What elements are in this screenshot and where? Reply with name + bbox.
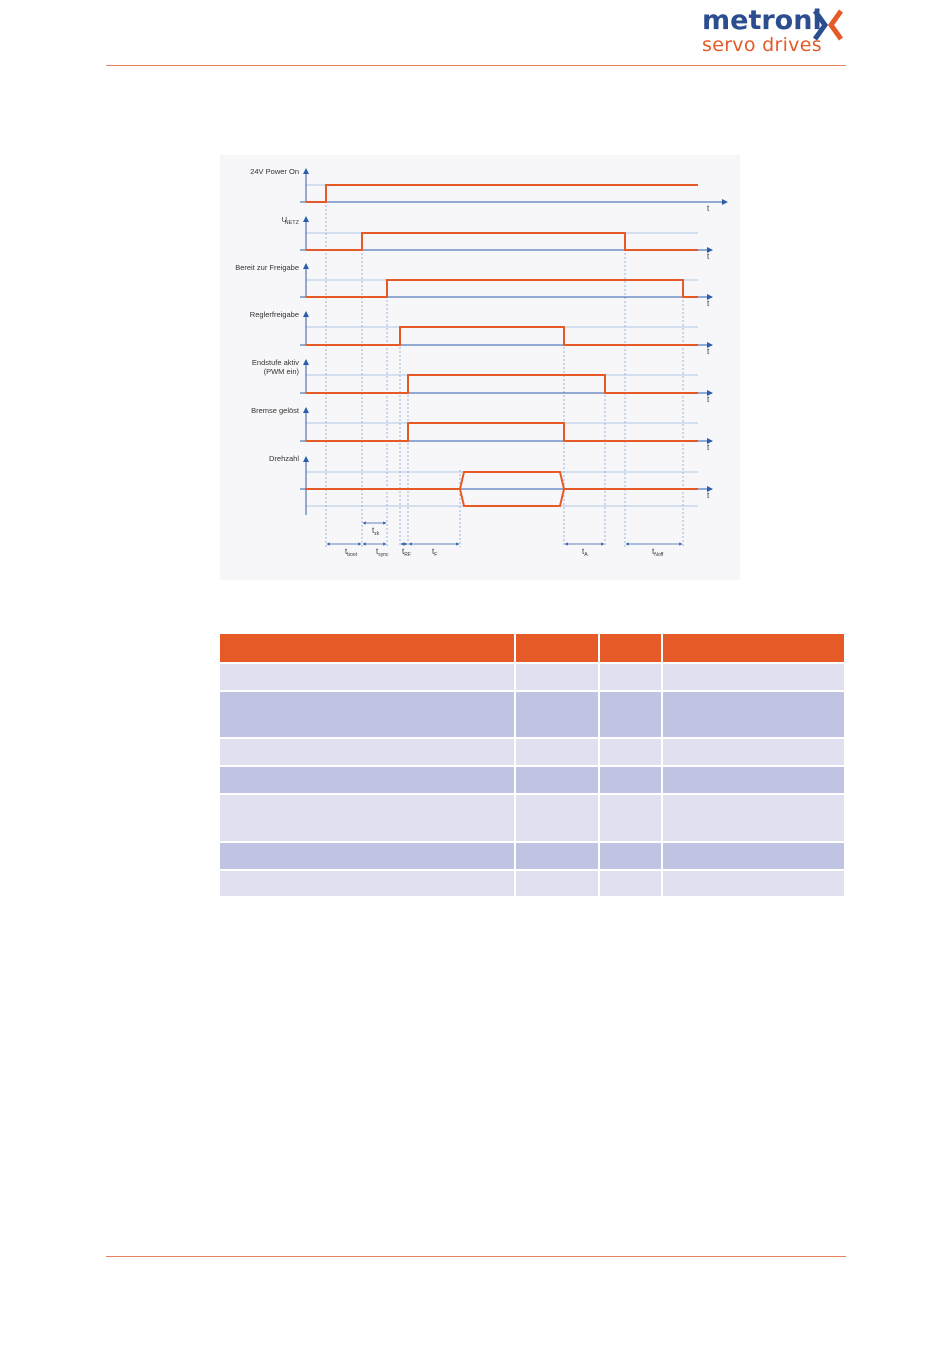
table-header-cell bbox=[220, 634, 517, 664]
timing-diagram-svg: t t t t t t t 24V Power On U NETZ Bereit… bbox=[235, 167, 728, 558]
trace-unetz bbox=[306, 232, 698, 251]
trace-bereit bbox=[306, 279, 698, 298]
axis-label-t-1: t bbox=[707, 204, 710, 213]
signal-label-pwm: (PWM ein) bbox=[264, 367, 300, 376]
table-header-cell bbox=[515, 634, 600, 664]
table-cell bbox=[598, 766, 664, 795]
table-cell bbox=[598, 842, 664, 871]
table-cell bbox=[220, 738, 517, 767]
time-label-boot: tboot bbox=[345, 547, 358, 558]
table-header-cell bbox=[662, 634, 846, 664]
table-cell bbox=[662, 738, 846, 767]
trace-power bbox=[306, 184, 698, 203]
logo-primary-text: metroni bbox=[702, 5, 822, 36]
table-header-row bbox=[220, 634, 846, 664]
trace-drehzahl-upper bbox=[306, 471, 698, 490]
table-cell bbox=[662, 870, 846, 898]
table-cell bbox=[515, 870, 600, 898]
time-label-sync: tsync bbox=[376, 547, 389, 558]
table-cell bbox=[515, 794, 600, 843]
table-cell bbox=[598, 691, 664, 739]
time-label-a: tA bbox=[582, 547, 588, 558]
table-cell bbox=[220, 794, 517, 843]
table-cell bbox=[662, 794, 846, 843]
table-row bbox=[220, 794, 846, 843]
axes bbox=[300, 168, 728, 515]
signal-label-regler: Reglerfreigabe bbox=[250, 310, 299, 319]
table-cell bbox=[598, 663, 664, 692]
trace-regler bbox=[306, 326, 698, 346]
table-cell bbox=[598, 794, 664, 843]
trace-bremse bbox=[306, 422, 698, 442]
time-label-noff: tNoff bbox=[652, 547, 664, 558]
logo-secondary-text: servo drives bbox=[702, 34, 822, 56]
table-cell bbox=[598, 870, 664, 898]
table-cell bbox=[515, 766, 600, 795]
signal-label-power: 24V Power On bbox=[250, 167, 299, 176]
signal-label-bremse: Bremse gelöst bbox=[251, 406, 300, 415]
signal-label-drehzahl: Drehzahl bbox=[269, 454, 299, 463]
table-cell bbox=[662, 663, 846, 692]
table-header-cell bbox=[598, 634, 664, 664]
timing-table bbox=[220, 634, 846, 898]
table-cell bbox=[220, 766, 517, 795]
signal-labels: 24V Power On U NETZ Bereit zur Freigabe … bbox=[235, 167, 300, 463]
table-cell bbox=[515, 691, 600, 739]
time-interval-labels: tboot tsync tzk tRF tF tA tNoff bbox=[345, 526, 664, 558]
axis-label-t-6: t bbox=[707, 443, 710, 452]
axis-label-t-3: t bbox=[707, 299, 710, 308]
table-cell bbox=[220, 691, 517, 739]
table-cell bbox=[662, 691, 846, 739]
footer-rule bbox=[106, 1256, 846, 1257]
signal-label-unetz-sub: NETZ bbox=[285, 220, 300, 226]
timing-diagram: t t t t t t t 24V Power On U NETZ Bereit… bbox=[220, 155, 740, 580]
table-cell bbox=[662, 766, 846, 795]
signal-traces bbox=[306, 184, 698, 507]
table-cell bbox=[220, 842, 517, 871]
trace-drehzahl-lower bbox=[459, 488, 565, 507]
time-label-f: tF bbox=[432, 547, 437, 558]
time-label-zk: tzk bbox=[372, 526, 380, 537]
logo-x-icon bbox=[813, 9, 844, 41]
table-cell bbox=[515, 738, 600, 767]
table-cell bbox=[220, 663, 517, 692]
table-cell bbox=[220, 870, 517, 898]
axis-label-t-4: t bbox=[707, 347, 710, 356]
time-interval-arrows bbox=[326, 521, 683, 546]
time-guides bbox=[325, 185, 684, 547]
axis-label-t-7: t bbox=[707, 491, 710, 500]
time-label-rf: tRF bbox=[402, 547, 411, 558]
table-row bbox=[220, 663, 846, 692]
table-cell bbox=[662, 842, 846, 871]
metronix-logo: metroni servo drives bbox=[702, 6, 852, 58]
signal-label-unetz: U bbox=[282, 215, 287, 224]
table-cell bbox=[515, 842, 600, 871]
table-row bbox=[220, 842, 846, 871]
signal-label-endstufe: Endstufe aktiv bbox=[252, 358, 299, 367]
signal-label-bereit: Bereit zur Freigabe bbox=[235, 263, 299, 272]
table-row bbox=[220, 766, 846, 795]
header-rule bbox=[106, 65, 846, 66]
table-row bbox=[220, 691, 846, 739]
axis-label-t-2: t bbox=[707, 252, 710, 261]
trace-endstufe bbox=[306, 374, 698, 394]
axis-label-t-5: t bbox=[707, 395, 710, 404]
table-cell bbox=[598, 738, 664, 767]
table-cell bbox=[515, 663, 600, 692]
table-row bbox=[220, 870, 846, 898]
table-row bbox=[220, 738, 846, 767]
axis-t-labels: t t t t t t t bbox=[707, 204, 710, 500]
